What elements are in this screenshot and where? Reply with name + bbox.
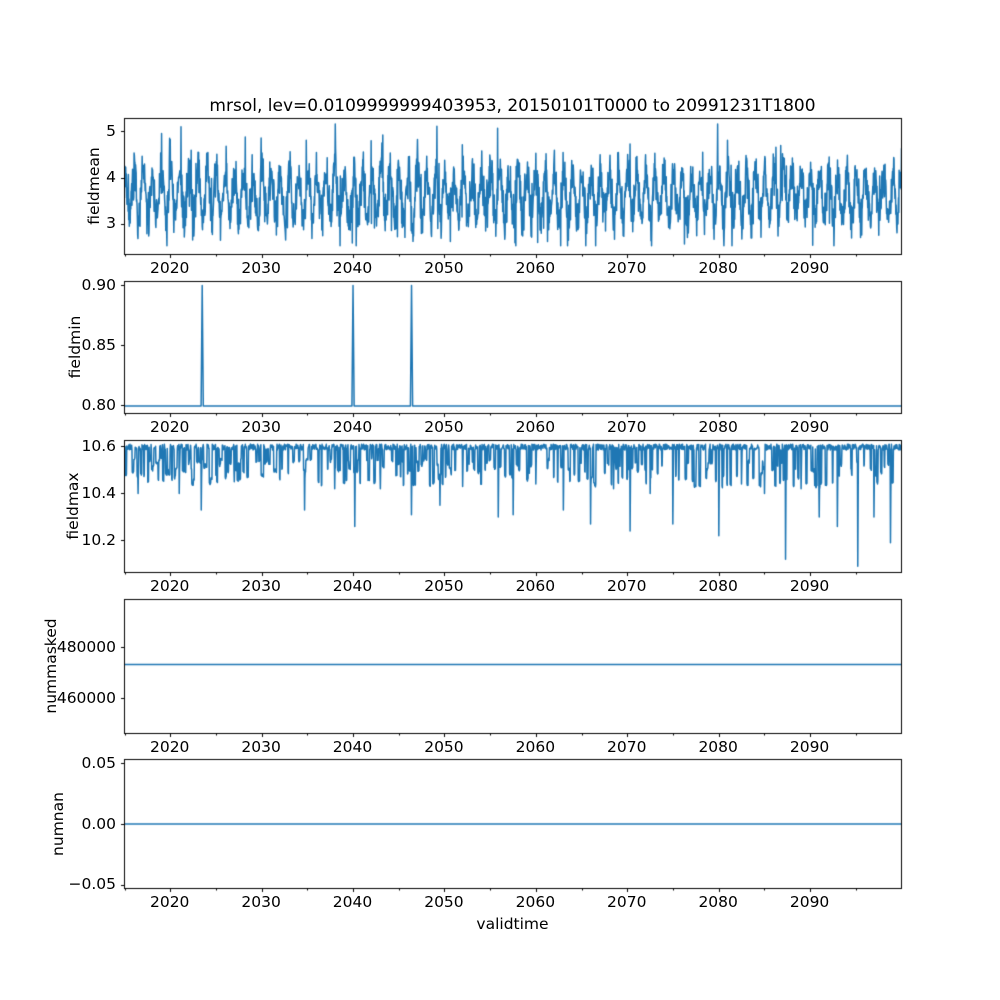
x-tick-label: 2030 <box>241 259 281 277</box>
y-tick-label: 10.6 <box>81 436 116 455</box>
x-tick-label: 2050 <box>424 893 464 911</box>
x-tick-label: 2020 <box>149 418 190 436</box>
x-tick-label: 2060 <box>515 738 556 756</box>
x-tick-label: 2070 <box>607 577 647 595</box>
y-axis-label-fieldmin: fieldmin <box>66 315 84 379</box>
x-tick-label: 2040 <box>332 577 373 595</box>
x-tick-label: 2020 <box>149 893 190 911</box>
y-axis-label-fieldmean: fieldmean <box>85 147 103 225</box>
x-tick-label: 2090 <box>789 418 830 436</box>
x-tick-label: 2060 <box>515 893 556 911</box>
x-tick-label: 2030 <box>241 577 281 595</box>
x-tick-label: 2060 <box>515 577 556 595</box>
x-tick-label: 2030 <box>241 738 281 756</box>
x-tick-label: 2070 <box>607 738 647 756</box>
x-tick-label: 2070 <box>607 418 647 436</box>
x-tick-label: 2050 <box>424 418 464 436</box>
y-tick-label: 0.05 <box>81 753 116 772</box>
x-tick-label: 2020 <box>149 577 190 595</box>
y-tick-label: 4 <box>106 168 116 186</box>
y-tick-label: 0.00 <box>81 814 116 833</box>
y-tick-label: 480000 <box>56 637 116 656</box>
x-tick-label: 2030 <box>241 893 281 911</box>
x-tick-label: 2050 <box>424 259 464 277</box>
y-tick-label: 460000 <box>56 688 116 707</box>
plot-canvas-numnan <box>110 755 907 900</box>
y-tick-label: −0.05 <box>68 875 117 893</box>
x-tick-label: 2080 <box>698 893 738 911</box>
x-tick-label: 2040 <box>332 893 373 911</box>
y-tick-label: 0.80 <box>81 395 116 414</box>
y-tick-label: 10.2 <box>81 530 116 549</box>
y-tick-label: 3 <box>106 214 116 233</box>
x-tick-label: 2080 <box>698 259 738 277</box>
x-tick-label: 2090 <box>789 577 830 595</box>
plot-canvas-fieldmin <box>110 277 907 425</box>
x-tick-label: 2090 <box>789 259 830 277</box>
x-tick-label: 2030 <box>241 418 281 436</box>
chart-title: mrsol, lev=0.0109999999403953, 20150101T… <box>209 96 816 116</box>
x-tick-label: 2080 <box>698 738 738 756</box>
y-tick-label: 5 <box>106 121 116 140</box>
y-axis-label-numnan: numnan <box>49 791 67 856</box>
x-tick-label: 2020 <box>149 738 190 756</box>
x-tick-label: 2060 <box>515 259 556 277</box>
x-tick-label: 2020 <box>149 259 190 277</box>
x-tick-label: 2050 <box>424 738 464 756</box>
x-axis-label: validtime <box>476 915 549 933</box>
x-tick-label: 2070 <box>607 893 647 911</box>
x-tick-label: 2040 <box>332 418 373 436</box>
x-tick-label: 2050 <box>424 577 464 595</box>
x-tick-label: 2060 <box>515 418 556 436</box>
x-tick-label: 2040 <box>332 738 373 756</box>
plot-canvas-fieldmean <box>110 114 907 266</box>
x-tick-label: 2040 <box>332 259 373 277</box>
x-tick-label: 2090 <box>789 738 830 756</box>
y-tick-label: 0.90 <box>81 275 116 294</box>
x-tick-label: 2080 <box>698 577 738 595</box>
y-tick-label: 0.85 <box>81 335 116 354</box>
x-tick-label: 2090 <box>789 893 830 911</box>
x-tick-label: 2070 <box>607 259 647 277</box>
y-axis-label-fieldmax: fieldmax <box>64 472 82 540</box>
plot-canvas-nummasked <box>110 595 907 745</box>
x-tick-label: 2080 <box>698 418 738 436</box>
y-axis-label-nummasked: nummasked <box>42 618 60 714</box>
y-tick-label: 10.4 <box>81 483 116 502</box>
plot-canvas-fieldmax <box>110 436 907 584</box>
